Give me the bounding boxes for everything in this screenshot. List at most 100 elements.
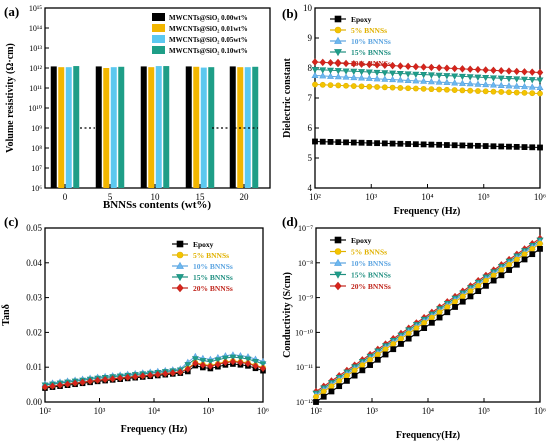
panel-b-point (443, 86, 450, 93)
legend-label: 20% BNNSs (351, 282, 391, 291)
panel-b-point (435, 64, 443, 72)
panel-b-point (467, 142, 474, 149)
panel-b-point (505, 82, 513, 89)
panel-b-point (482, 143, 489, 149)
panel-b-point (343, 82, 349, 89)
x-tick-label: 10³ (365, 192, 377, 202)
panel-b-point (420, 85, 427, 92)
panel-b-point (381, 61, 389, 69)
panel-d-point (398, 335, 404, 342)
panel-b-point (381, 75, 389, 82)
panel-b-point (490, 66, 497, 75)
panel-c-point (94, 376, 101, 384)
panel-c-point (252, 358, 259, 366)
panel-a-y-tick-label: 10⁶ (31, 184, 42, 193)
panel-a-bar (140, 66, 147, 188)
panel-b-point (459, 65, 466, 73)
panel-b-point (490, 88, 497, 95)
panel-c: (c) 0.000.010.020.030.040.05 10² 10³ 10⁴ 10… (1, 214, 269, 435)
legend-label: Epoxy (193, 240, 214, 249)
panel-b-point (436, 141, 443, 148)
panel-b-point (497, 81, 505, 88)
x-tick-label: 10⁴ (148, 406, 160, 416)
panel-b-point (311, 58, 319, 66)
panel-b-point (466, 65, 474, 73)
y-tick-label: 0.05 (26, 223, 42, 233)
panel-b-point (443, 78, 451, 86)
panel-b-point (327, 139, 334, 145)
legend-label: 15% BNNSs (193, 273, 233, 282)
legend-label: 5% BNNSs (351, 26, 387, 35)
panel-d-point (521, 256, 528, 263)
panel-b-point (466, 74, 474, 81)
panel-c-point (86, 377, 94, 385)
panel-b-point (435, 78, 443, 85)
panel-a-legend-label: MWCNTs@SiO₂ 0.05wt% (169, 36, 248, 44)
panel-d-point (351, 367, 358, 374)
panel-b-series (311, 58, 544, 151)
y-tick-label: 10⁻⁸ (298, 259, 313, 268)
x-tick-label: 10² (39, 406, 51, 416)
panel-b-point (497, 66, 505, 75)
panel-b-point (319, 138, 326, 145)
panel-a-bar (155, 66, 162, 188)
panel-b-point (459, 87, 466, 94)
panel-b-point (443, 64, 451, 72)
legend-label: 10% BNNSs (193, 262, 233, 271)
panel-b-point (451, 73, 459, 80)
panel-b-point (427, 72, 435, 79)
panel-c-point (162, 370, 169, 378)
panel-c-point (154, 370, 161, 379)
panel-d-point (490, 277, 497, 284)
panel-c-point (222, 359, 229, 367)
panel-b-point (327, 82, 334, 89)
panel-c-point (214, 360, 222, 368)
panel-b-point (319, 72, 327, 79)
panel-b-point (389, 84, 396, 91)
panel-c-point (41, 383, 49, 391)
y-tick-label: 0.00 (26, 397, 42, 407)
panel-d-point (421, 319, 428, 326)
panel-b-point (459, 142, 466, 149)
panel-c-point (199, 361, 207, 369)
panel-d-point (351, 372, 358, 379)
legend-marker (334, 49, 342, 57)
panel-b-point (482, 66, 489, 74)
panel-c-point (214, 357, 222, 364)
y-tick-label: 10⁻⁹ (298, 294, 313, 303)
panel-d-point (490, 272, 497, 279)
panel-b-point (428, 86, 435, 93)
y-tick-label: 9 (308, 33, 313, 43)
panel-b-point (397, 62, 404, 70)
panel-d-point (428, 314, 435, 321)
panel-b-legend: Epoxy 5% BNNSs 10% BNNSs 15% BNNSs 20% BNNSs (330, 15, 391, 68)
x-tick-label: 10⁶ (257, 406, 269, 416)
panel-a-y-tick-label: 10⁸ (31, 144, 42, 153)
panel-b-point (474, 74, 482, 81)
panel-a-bar (229, 66, 236, 188)
x-tick-label: 10⁵ (478, 192, 490, 202)
panel-c-point (222, 355, 229, 362)
y-tick-label: 0.01 (26, 362, 42, 372)
panel-d-point (398, 341, 404, 347)
panel-d-point (537, 245, 543, 252)
panel-b-point (327, 67, 335, 74)
panel-c-legend: Epoxy 5% BNNSs 10% BNNSs 15% BNNSs 20% BNNSs (172, 240, 233, 293)
panel-a-bar (252, 66, 259, 188)
panel-d-point (328, 388, 335, 395)
x-tick-label: 10⁶ (534, 192, 546, 202)
panel-b-point (490, 143, 497, 150)
panel-b-point (420, 63, 427, 71)
panel-b-point (482, 80, 490, 88)
panel-c-point (259, 364, 267, 372)
panel-b: (b) 4 5 6 7 8 9 10 10² 10³ 10⁴ 10⁵ 10⁶ Epoxy 5% BNN… (282, 3, 546, 217)
panel-a-bar (200, 67, 207, 188)
panel-b-label: (b) (282, 6, 298, 21)
panel-b-point (396, 70, 404, 78)
panel-b-point (458, 73, 466, 81)
panel-c-point (169, 369, 176, 377)
panel-a-legend-swatch (152, 46, 165, 54)
panel-d-point (413, 330, 420, 337)
panel-b-point (397, 85, 404, 91)
panel-d-point (475, 282, 482, 289)
